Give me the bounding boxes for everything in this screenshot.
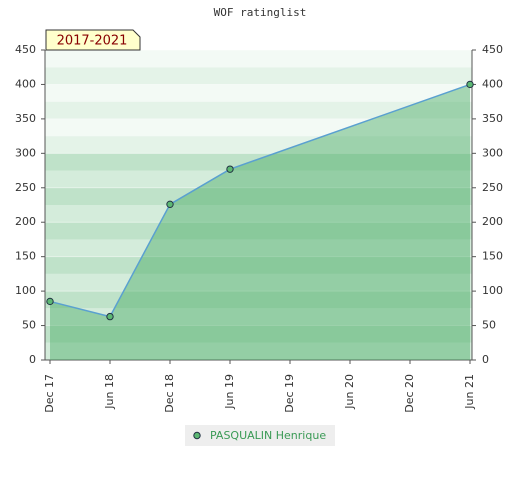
- legend-label: PASQUALIN Henrique: [210, 429, 326, 442]
- band: [45, 256, 472, 274]
- y2-tick-label: 300: [482, 146, 503, 159]
- x-tick-label: Dec 19: [283, 374, 296, 413]
- x-tick-label: Jun 20: [343, 374, 356, 410]
- point: [106, 312, 114, 321]
- band: [45, 291, 472, 309]
- y-tick-label: 450: [15, 43, 36, 56]
- band: [45, 50, 472, 68]
- band: [45, 273, 472, 292]
- y-tick-label: 50: [22, 319, 36, 332]
- y-tick-label: 200: [15, 215, 36, 228]
- y-tick-label: 350: [15, 112, 36, 125]
- badge-box: [45, 29, 141, 51]
- y-tick-label: 300: [15, 146, 36, 159]
- y2-tick-label: 350: [482, 112, 503, 125]
- band: [45, 84, 472, 102]
- legend: PASQUALIN Henrique: [185, 425, 335, 446]
- x-tick-label: Jun 21: [463, 374, 476, 410]
- x-tick-label: Dec 18: [163, 374, 176, 413]
- point: [46, 297, 54, 306]
- y2-tick-label: 150: [482, 250, 503, 263]
- point: [466, 80, 474, 89]
- x-tick-label: Jun 19: [223, 374, 236, 410]
- badge: 2017-2021: [45, 29, 141, 51]
- y-tick-label: 150: [15, 250, 36, 263]
- y2-tick-label: 450: [482, 43, 503, 56]
- area: [50, 84, 470, 360]
- legend-marker: [193, 431, 201, 440]
- band: [45, 170, 472, 188]
- band: [45, 308, 472, 326]
- y2-tick-label: 100: [482, 284, 503, 297]
- x-tick-label: Jun 18: [103, 374, 116, 410]
- y2-tick-label: 50: [482, 319, 496, 332]
- y2-tick-label: 0: [482, 353, 489, 366]
- y2-tick-label: 400: [482, 77, 503, 90]
- band: [45, 136, 472, 154]
- band: [45, 222, 472, 240]
- y2-tick-label: 250: [482, 181, 503, 194]
- band: [45, 205, 472, 223]
- x-tick-label: Dec 20: [403, 374, 416, 413]
- band: [45, 187, 472, 205]
- x-tick-label: Dec 17: [43, 374, 56, 413]
- band: [45, 67, 472, 85]
- y-tick-label: 0: [29, 353, 36, 366]
- y2-tick-label: 200: [482, 215, 503, 228]
- badge-label: 2017-2021: [57, 34, 128, 49]
- band: [45, 325, 472, 343]
- point: [166, 200, 174, 209]
- point: [226, 165, 234, 173]
- band: [45, 118, 472, 137]
- chart-title: WOF ratinglist: [214, 6, 307, 19]
- band: [45, 101, 472, 119]
- band: [45, 153, 472, 171]
- legend-box: [185, 425, 335, 446]
- y-tick-label: 250: [15, 181, 36, 194]
- y-tick-label: 400: [15, 77, 36, 90]
- y-tick-label: 100: [15, 284, 36, 297]
- band: [45, 342, 472, 360]
- band: [45, 239, 472, 257]
